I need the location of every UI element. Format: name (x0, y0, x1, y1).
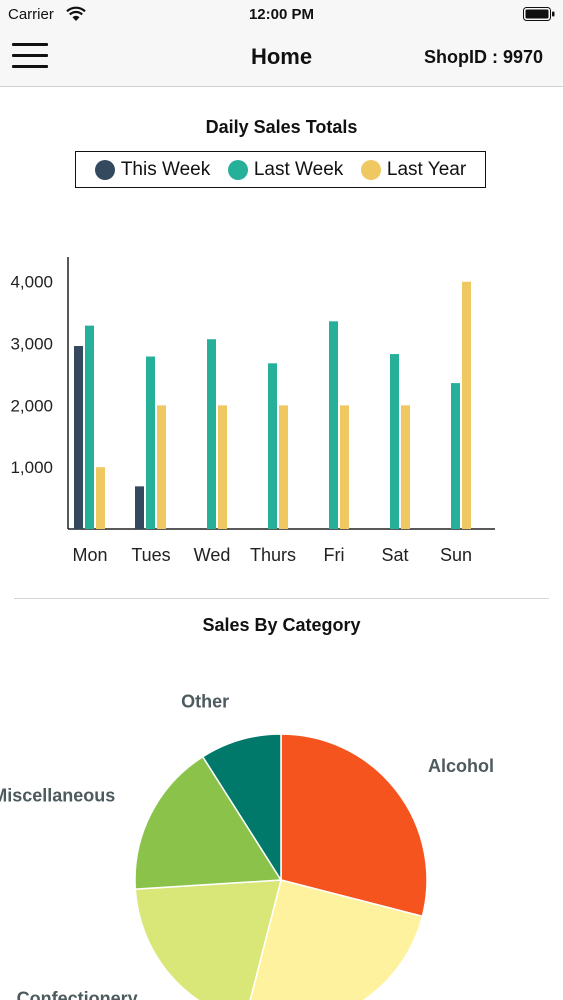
pie-label: Miscellaneous (0, 786, 115, 806)
page-title: Home (250, 44, 313, 69)
bar-sun-last-year (462, 281, 471, 529)
shop-id-label: ShopID : 9970 (423, 47, 543, 67)
y-tick-label: 1,000 (10, 458, 53, 477)
bar-sat-last-year (401, 405, 410, 529)
bar-thurs-last-week (268, 363, 277, 529)
pie-slice-confectionery (134, 879, 282, 1000)
hamburger-menu-icon[interactable] (12, 43, 48, 73)
bar-mon-this-week (74, 346, 83, 529)
pie-slice-miscellaneous (134, 755, 283, 890)
x-tick-label: Sun (440, 545, 472, 565)
nav-bar: Home ShopID : 9970 (0, 30, 563, 87)
sales-by-category-pie-chart: Alcohol Confectionery Miscellaneous Other (0, 691, 494, 1000)
y-tick-label: 4,000 (10, 273, 53, 292)
daily-sales-title: Daily Sales Totals (205, 117, 358, 137)
x-tick-label: Fri (324, 545, 345, 565)
status-time: 12:00 PM (248, 6, 315, 23)
y-tick-label: 2,000 (10, 396, 53, 415)
legend-item-last-week: Last Week (227, 158, 344, 181)
x-tick-label: Sat (381, 545, 408, 565)
legend-label: Last Week (253, 158, 344, 180)
pie-slice-alcohol (280, 733, 428, 918)
bar-tues-last-year (157, 405, 166, 529)
bar-mon-last-week (85, 325, 94, 529)
legend-label: This Week (120, 158, 211, 180)
legend-item-this-week: This Week (94, 158, 211, 181)
x-tick-label: Tues (131, 545, 170, 565)
x-tick-label: Thurs (250, 545, 296, 565)
daily-sales-legend: This Week Last Week Last Year (75, 151, 486, 188)
bar-sun-last-week (451, 383, 460, 529)
legend-dot-icon (94, 159, 115, 180)
legend-label: Last Year (386, 158, 467, 180)
bar-mon-last-year (96, 467, 105, 529)
bar-tues-last-week (146, 356, 155, 529)
carrier-label: Carrier (8, 6, 54, 23)
x-tick-label: Wed (194, 545, 231, 565)
legend-dot-icon (360, 159, 381, 180)
bar-thurs-last-year (279, 405, 288, 529)
legend-dot-icon (227, 159, 248, 180)
bar-wed-last-week (207, 339, 216, 529)
status-bar: Carrier 12:00 PM (0, 0, 563, 30)
bar-tues-this-week (135, 486, 144, 529)
daily-sales-bar-chart: 1,000 2,000 3,000 4,000 Mon Tues Wed Thurs Fri Sa… (10, 257, 495, 565)
pie-label: Confectionery (17, 989, 138, 1000)
bar-wed-last-year (218, 405, 227, 529)
bar-fri-last-year (340, 405, 349, 529)
pie-slice-unlabeled (249, 879, 424, 1000)
pie-label: Other (181, 691, 229, 711)
section-divider (14, 598, 549, 599)
x-tick-label: Mon (72, 545, 107, 565)
bar-sat-last-week (390, 354, 399, 529)
y-tick-label: 3,000 (10, 335, 53, 354)
legend-item-last-year: Last Year (360, 158, 467, 181)
wifi-icon (66, 6, 86, 21)
battery-icon (523, 7, 555, 21)
pie-slice-other (201, 733, 282, 883)
sales-by-category-title: Sales By Category (202, 615, 361, 635)
bar-fri-last-week (329, 321, 338, 529)
pie-label: Alcohol (428, 756, 494, 776)
